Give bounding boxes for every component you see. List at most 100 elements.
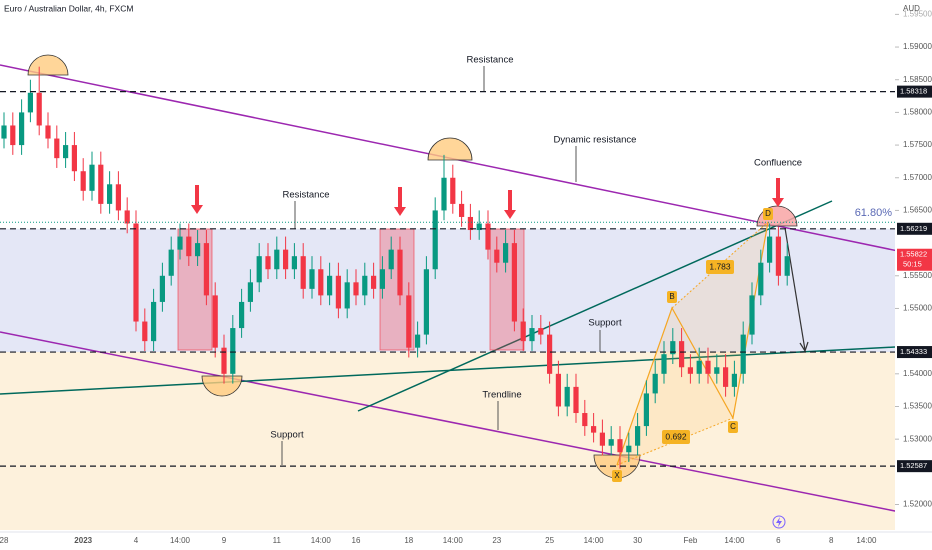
level-price-label: 1.56219 <box>900 224 927 233</box>
candle-body <box>300 256 306 289</box>
candle-body <box>687 367 693 374</box>
candle-body <box>291 256 297 270</box>
level-price-box <box>897 460 932 473</box>
x-tick-label: 2023 <box>74 536 92 545</box>
candle-body <box>573 386 579 414</box>
pattern-point: D <box>765 209 771 218</box>
level-price-box <box>897 222 932 235</box>
candle-body <box>19 112 25 146</box>
candle-body <box>274 249 280 270</box>
x-tick-label: 4 <box>134 536 139 545</box>
pattern-ratio: 0.692 <box>665 431 687 441</box>
pattern-ratio: 1.783 <box>709 261 731 271</box>
candle-body <box>344 282 350 309</box>
down-arrow <box>504 190 516 219</box>
annotation: Resistance <box>467 55 514 66</box>
x-tick-label: 8 <box>829 536 834 545</box>
candle-body <box>529 328 535 342</box>
candle-body <box>10 125 16 146</box>
candle-body <box>89 164 95 191</box>
candle-body <box>195 243 201 257</box>
lightning-glyph <box>776 517 782 527</box>
candle-body <box>239 301 245 329</box>
candle-body <box>696 360 702 374</box>
candle-body <box>635 426 641 446</box>
candle-body <box>731 373 737 387</box>
candle-body <box>63 145 69 159</box>
level-price-label: 1.58318 <box>900 87 927 96</box>
annotation: Resistance <box>283 190 330 201</box>
y-tick-label: 1.57500 <box>903 140 932 149</box>
ratio-box <box>662 430 690 444</box>
candle-body <box>767 236 773 263</box>
candle-body <box>186 236 192 257</box>
chart-title: Euro / Australian Dollar, 4h, FXCM <box>4 3 133 13</box>
annotation: Confluence <box>754 158 802 169</box>
x-tick-label: 14:00 <box>584 536 605 545</box>
candle-body <box>775 236 781 276</box>
candle-body <box>740 334 746 374</box>
y-tick-label: 1.54000 <box>903 369 932 378</box>
pattern-fill <box>672 222 768 418</box>
candle-body <box>643 393 649 427</box>
candle-body <box>450 177 456 204</box>
candle-body <box>27 92 33 113</box>
candle-body <box>432 210 438 270</box>
candle-body <box>371 275 377 289</box>
candle-body <box>256 256 262 283</box>
candle-body <box>335 275 341 309</box>
x-tick-label: 18 <box>404 536 413 545</box>
candle-body <box>133 223 139 322</box>
level-price-label: 1.52587 <box>900 461 927 470</box>
annotation: Trendline <box>482 390 521 401</box>
backgrounds <box>0 228 895 530</box>
swing-low-marker <box>201 375 243 397</box>
candle-body <box>538 328 544 335</box>
x-tick-label: 14:00 <box>443 536 464 545</box>
x-tick-label: 6 <box>776 536 781 545</box>
y-tick-label: 1.53500 <box>903 402 932 411</box>
candle-body <box>362 275 368 296</box>
pattern-point: C <box>730 422 736 431</box>
x-tick-label: 14:00 <box>724 536 745 545</box>
pattern-point: B <box>669 292 674 301</box>
level-price-box <box>897 85 932 98</box>
candle-body <box>652 373 658 394</box>
candle-body <box>115 184 121 211</box>
candle-body <box>406 295 412 348</box>
candle-body <box>36 92 42 126</box>
candle-body <box>679 341 685 368</box>
pattern-point: X <box>614 471 620 480</box>
candle-body <box>494 249 500 263</box>
candle-body <box>388 249 394 270</box>
y-tick-label: 1.55000 <box>903 304 932 313</box>
x-tick-label: 14:00 <box>856 536 877 545</box>
candle-body <box>476 223 482 231</box>
y-tick-label: 1.55500 <box>903 271 932 280</box>
candle-body <box>54 138 60 159</box>
swing-high-marker <box>27 54 69 76</box>
level-price-label: 1.54333 <box>900 347 927 356</box>
candle-body <box>626 445 632 453</box>
candle-body <box>327 275 333 296</box>
candle-body <box>80 171 86 191</box>
lightning-icon[interactable] <box>772 515 786 529</box>
candle-body <box>397 249 403 296</box>
candle-body <box>318 269 324 296</box>
candle-body <box>98 164 104 204</box>
candle-body <box>230 328 236 374</box>
x-tick-label: 25 <box>545 536 554 545</box>
x-tick-label: 14:00 <box>170 536 191 545</box>
candle-body <box>784 256 790 276</box>
x-tick-label: Feb <box>684 536 698 545</box>
trendline-lower <box>0 331 901 513</box>
candle-body <box>203 243 209 296</box>
candle-body <box>353 282 359 296</box>
candle-body <box>599 432 605 446</box>
x-tick-label: 23 <box>492 536 501 545</box>
candle-body <box>212 295 218 348</box>
candle-body <box>670 341 676 355</box>
candle-body <box>661 354 667 374</box>
candle-body <box>582 413 588 427</box>
